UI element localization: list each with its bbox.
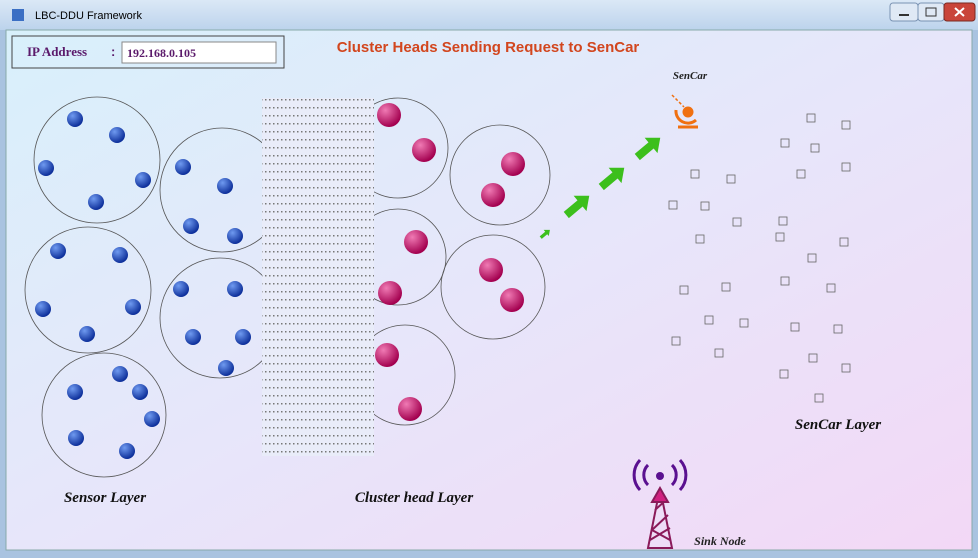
- sencar-cell: [726, 174, 736, 184]
- sencar-cell: [841, 120, 851, 130]
- sensor-node: [38, 160, 54, 176]
- maximize-button[interactable]: [917, 2, 945, 22]
- sencar-cell: [833, 324, 843, 334]
- sencar-label: SenCar: [673, 70, 708, 82]
- cluster-head: [378, 281, 402, 305]
- sensor-node: [235, 329, 251, 345]
- sencar-cell: [732, 217, 742, 227]
- sensor-node: [132, 384, 148, 400]
- sensor-node: [144, 411, 160, 427]
- ip-separator: :: [111, 44, 115, 59]
- ip-label: IP Address: [27, 44, 87, 59]
- request-arrow: [634, 137, 661, 161]
- sencar-layer-label: SenCar Layer: [795, 417, 881, 433]
- title-bar: [0, 0, 978, 30]
- cluster-layer-label: Cluster head Layer: [355, 490, 473, 506]
- sensor-node: [79, 326, 95, 342]
- sencar-cell: [826, 283, 836, 293]
- sink-tower: [632, 458, 688, 549]
- cluster-head: [479, 258, 503, 282]
- sencar-cell: [704, 315, 714, 325]
- sencar-cell: [780, 276, 790, 286]
- cluster-head: [501, 152, 525, 176]
- request-arrow: [539, 229, 550, 239]
- cluster-head: [398, 397, 422, 421]
- sensor-node: [217, 178, 233, 194]
- cluster-head: [412, 138, 436, 162]
- sensor-layer-label: Sensor Layer: [64, 490, 146, 506]
- sencar-icon: [671, 94, 698, 129]
- sink-label: Sink Node: [694, 534, 746, 548]
- dot-field: [262, 98, 374, 456]
- sensor-node: [185, 329, 201, 345]
- sensor-region: [33, 96, 161, 224]
- cluster-head: [375, 343, 399, 367]
- sencar-cell: [796, 169, 806, 179]
- sensor-node: [218, 360, 234, 376]
- sencar-cell: [714, 348, 724, 358]
- sencar-cell: [739, 318, 749, 328]
- sensor-node: [183, 218, 199, 234]
- sencar-cell: [790, 322, 800, 332]
- sensor-node: [173, 281, 189, 297]
- minimize-button[interactable]: [889, 2, 919, 22]
- ip-input[interactable]: [121, 41, 277, 64]
- sencar-cell: [839, 237, 849, 247]
- maximize-icon: [925, 7, 937, 17]
- sensor-node: [119, 443, 135, 459]
- sensor-node: [109, 127, 125, 143]
- sencar-cell: [841, 162, 851, 172]
- sencar-cell: [814, 393, 824, 403]
- sensor-node: [35, 301, 51, 317]
- sencar-cell: [690, 169, 700, 179]
- sensor-node: [67, 384, 83, 400]
- sencar-cell: [841, 363, 851, 373]
- cluster-head: [377, 103, 401, 127]
- sencar-cell: [806, 113, 816, 123]
- sencar-cell: [808, 353, 818, 363]
- sencar-cell: [780, 138, 790, 148]
- sensor-node: [88, 194, 104, 210]
- cluster-head: [500, 288, 524, 312]
- sencar-cell: [779, 369, 789, 379]
- sensor-node: [112, 247, 128, 263]
- sencar-cell: [700, 201, 710, 211]
- sencar-cell: [668, 200, 678, 210]
- sencar-cell: [810, 143, 820, 153]
- cluster-head: [481, 183, 505, 207]
- sensor-node: [227, 228, 243, 244]
- sencar-cell: [671, 336, 681, 346]
- sensor-node: [125, 299, 141, 315]
- cluster-head: [404, 230, 428, 254]
- window-title: LBC-DDU Framework: [35, 10, 142, 22]
- cluster-region: [449, 124, 551, 226]
- sencar-cell: [778, 216, 788, 226]
- sencar-cell: [721, 282, 731, 292]
- request-arrow: [563, 195, 590, 219]
- sencar-cell: [775, 232, 785, 242]
- app-icon: [12, 9, 24, 21]
- sensor-region: [24, 226, 152, 354]
- sensor-node: [50, 243, 66, 259]
- sencar-cell: [807, 253, 817, 263]
- sensor-region: [41, 352, 167, 478]
- sensor-node: [227, 281, 243, 297]
- heading: Cluster Heads Sending Request to SenCar: [337, 39, 640, 56]
- request-arrow: [598, 167, 625, 191]
- sensor-node: [175, 159, 191, 175]
- sensor-node: [135, 172, 151, 188]
- cluster-region: [440, 234, 546, 340]
- sensor-node: [68, 430, 84, 446]
- sencar-cell: [695, 234, 705, 244]
- ip-value: 192.168.0.105: [127, 46, 196, 60]
- close-icon: [954, 7, 965, 17]
- sensor-node: [67, 111, 83, 127]
- ip-panel: [11, 35, 285, 69]
- sensor-node: [112, 366, 128, 382]
- sencar-cell: [679, 285, 689, 295]
